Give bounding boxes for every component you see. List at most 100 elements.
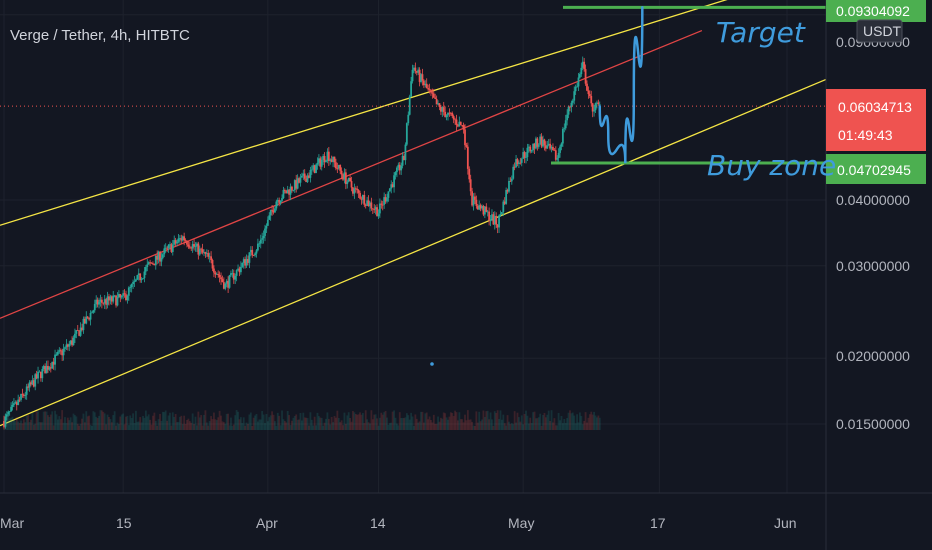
volume-bar bbox=[361, 413, 364, 430]
volume-bar bbox=[458, 412, 461, 430]
volume-bar bbox=[66, 417, 69, 430]
volume-bar bbox=[444, 413, 447, 430]
candle-body bbox=[244, 259, 247, 266]
volume-bar bbox=[591, 414, 594, 430]
volume-bar bbox=[136, 421, 139, 430]
volume-bar bbox=[563, 418, 566, 430]
volume-bar bbox=[169, 412, 171, 430]
candle-body bbox=[92, 310, 95, 313]
candle-body bbox=[197, 243, 200, 255]
candle-body bbox=[512, 166, 515, 179]
volume-bar bbox=[178, 416, 181, 430]
candle-body bbox=[239, 266, 242, 273]
candle-body bbox=[363, 195, 366, 205]
volume-bar bbox=[49, 414, 52, 430]
candle-body bbox=[103, 299, 106, 304]
candle-body bbox=[248, 252, 251, 263]
volume-bar bbox=[464, 414, 466, 430]
candle-body bbox=[18, 399, 21, 401]
candle-body bbox=[82, 318, 85, 331]
volume-bar bbox=[110, 422, 113, 430]
candle-body bbox=[569, 106, 571, 108]
volume-bar bbox=[577, 422, 580, 430]
volume-bar bbox=[315, 425, 317, 430]
candle-body bbox=[424, 83, 427, 86]
candle-body bbox=[166, 247, 169, 249]
candle-body bbox=[76, 330, 79, 331]
target-annotation[interactable]: Target bbox=[716, 16, 806, 49]
currency-badge[interactable]: USDT bbox=[856, 19, 903, 43]
candle-body bbox=[505, 190, 508, 204]
candle-body bbox=[366, 200, 369, 206]
candle-body bbox=[274, 208, 276, 213]
volume-bar bbox=[384, 410, 387, 430]
candle-body bbox=[21, 393, 24, 395]
candle-body bbox=[567, 106, 570, 115]
candle-body bbox=[51, 361, 54, 369]
volume-bar bbox=[404, 417, 407, 430]
channel-upper-line bbox=[0, 0, 728, 226]
candle-body bbox=[54, 354, 56, 365]
candle-body bbox=[217, 273, 220, 275]
candle-body bbox=[388, 188, 391, 192]
candle-body bbox=[560, 143, 563, 147]
volume-bar bbox=[333, 416, 336, 430]
volume-bar bbox=[552, 422, 554, 430]
volume-bar bbox=[5, 415, 8, 430]
volume-bar bbox=[344, 423, 347, 430]
candle-body bbox=[152, 263, 154, 265]
volume-bar bbox=[386, 417, 388, 430]
volume-bar bbox=[407, 415, 410, 430]
buy-zone-annotation[interactable]: Buy zone bbox=[707, 149, 836, 182]
candle-body bbox=[502, 201, 505, 213]
volume-bar bbox=[428, 416, 431, 430]
volume-bar bbox=[319, 417, 322, 430]
volume-bar bbox=[401, 418, 404, 430]
volume-bar bbox=[512, 424, 515, 430]
candle-body bbox=[532, 143, 534, 151]
candle-body bbox=[27, 386, 30, 388]
candle-body bbox=[579, 74, 581, 78]
volume-bar bbox=[254, 415, 256, 430]
volume-bar bbox=[235, 410, 238, 430]
candle-body bbox=[360, 198, 363, 200]
candle-body bbox=[231, 273, 234, 274]
candle-body bbox=[211, 259, 214, 269]
y-tick-label: 0.04000000 bbox=[836, 192, 910, 208]
volume-bar bbox=[366, 419, 369, 430]
candle-body bbox=[407, 114, 410, 124]
volume-bar bbox=[546, 414, 549, 430]
candle-body bbox=[384, 197, 387, 202]
candle-body bbox=[449, 112, 452, 114]
candle-body bbox=[342, 174, 344, 180]
volume-bar bbox=[187, 418, 190, 430]
candle-body bbox=[130, 284, 133, 288]
volume-bar bbox=[478, 411, 481, 430]
volume-bar bbox=[180, 415, 183, 430]
x-tick-label: May bbox=[508, 515, 534, 531]
candle-body bbox=[100, 299, 103, 303]
volume-bar bbox=[394, 417, 397, 430]
volume-bar bbox=[126, 415, 129, 430]
volume-bar bbox=[249, 412, 252, 430]
volume-bar bbox=[271, 411, 273, 430]
candle-body bbox=[370, 202, 373, 209]
volume-bar bbox=[335, 417, 337, 430]
volume-bar bbox=[238, 419, 241, 430]
volume-bar bbox=[30, 419, 32, 430]
volume-bar bbox=[159, 413, 161, 430]
volume-bar bbox=[79, 423, 82, 430]
candle-body bbox=[252, 255, 255, 256]
volume-bar bbox=[400, 418, 403, 430]
candle-body bbox=[57, 351, 59, 355]
candle-body bbox=[496, 224, 499, 228]
candle-body bbox=[310, 169, 313, 171]
volume-bar bbox=[177, 421, 180, 430]
volume-bar bbox=[133, 422, 136, 430]
volume-bar bbox=[146, 416, 149, 430]
volume-bar bbox=[431, 422, 434, 430]
candle-body bbox=[491, 214, 493, 220]
candle-body bbox=[315, 164, 317, 174]
volume-bar bbox=[173, 417, 176, 430]
